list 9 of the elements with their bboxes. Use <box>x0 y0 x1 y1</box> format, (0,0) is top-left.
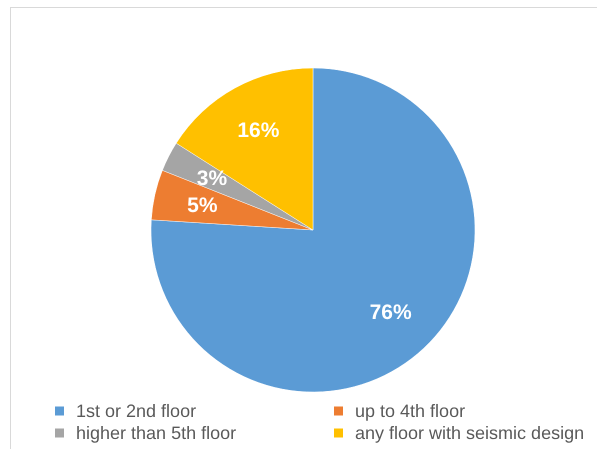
legend-label: 1st or 2nd floor <box>76 401 196 421</box>
data-label: 5% <box>187 194 218 217</box>
data-label: 76% <box>370 301 412 324</box>
data-label: 16% <box>237 119 280 142</box>
legend-label: any floor with seismic design <box>355 423 584 443</box>
pie-slice <box>151 68 476 392</box>
legend-label: higher than 5th floor <box>76 423 236 443</box>
legend-label: up to 4th floor <box>355 401 466 421</box>
data-label: 3% <box>196 167 228 190</box>
